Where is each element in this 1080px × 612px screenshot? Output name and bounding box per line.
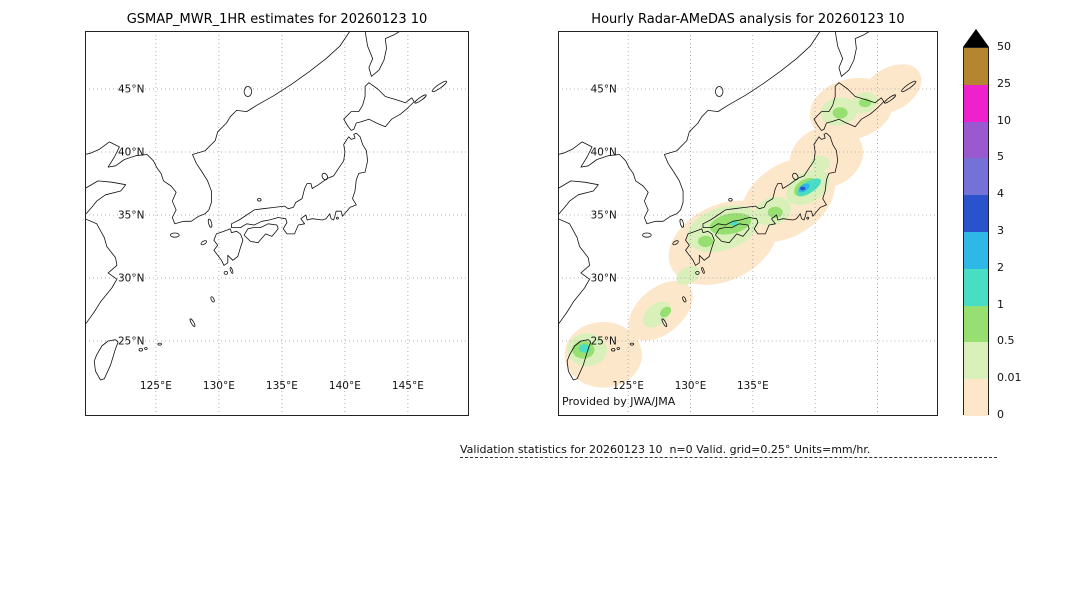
colorbar-tick-label: 0.5 <box>997 334 1015 348</box>
gsmap-estimate-map: 45°N 40°N 35°N 30°N 25°N 125°E 130°E 135°E 140°E… <box>85 31 469 416</box>
footer-dashed-line <box>460 457 997 458</box>
colorbar-segment <box>964 195 988 232</box>
lon-tick-label: 145°E <box>392 380 424 392</box>
colorbar-tick-label: 10 <box>997 113 1011 127</box>
right-map-title: Hourly Radar-AMeDAS analysis for 2026012… <box>591 12 905 27</box>
precip-region <box>709 212 752 235</box>
map-frame <box>558 31 938 416</box>
lat-tick-label: 35°N <box>118 210 144 222</box>
colorbar-tick-label: 0 <box>997 408 1004 421</box>
lat-tick-label: 30°N <box>118 273 144 285</box>
colorbar-segment <box>964 48 988 85</box>
attribution-label: Provided by JWA/JMA <box>562 395 676 408</box>
precip-region <box>676 265 700 285</box>
lat-tick-label: 25°N <box>118 336 144 348</box>
lon-tick-label: 130°E <box>675 380 707 392</box>
lat-tick-label: 45°N <box>118 84 144 96</box>
colorbar-segment <box>964 158 988 196</box>
precipitation-layer <box>564 64 922 388</box>
colorbar-tick-labels: 50 25 10 5 4 3 2 1 0.5 0.01 0 <box>997 40 1041 421</box>
coastlines <box>85 31 448 381</box>
lon-tick-label: 135°E <box>266 380 298 392</box>
precip-region <box>810 155 831 171</box>
colorbar-segment <box>964 84 988 122</box>
lon-tick-label: 140°E <box>329 380 361 392</box>
colorbar-segment <box>964 268 988 306</box>
colorbar-tick-label: 50 <box>997 40 1011 53</box>
colorbar-segment <box>964 342 988 380</box>
colorbar-tick-label: 25 <box>997 76 1011 90</box>
colorbar-segment <box>964 231 988 269</box>
precip-region <box>698 235 714 248</box>
colorbar-segment <box>964 379 988 416</box>
colorbar: 50 25 10 5 4 3 2 1 0.5 0.01 0 <box>963 29 1043 421</box>
lon-tick-label: 135°E <box>737 380 769 392</box>
precip-region <box>799 186 806 191</box>
map-frame <box>85 31 469 416</box>
colorbar-segment <box>964 305 988 343</box>
lon-tick-label: 125°E <box>612 380 644 392</box>
lon-tick-label: 125°E <box>140 380 172 392</box>
lon-tick-label: 130°E <box>203 380 235 392</box>
colorbar-overflow-triangle <box>963 29 989 47</box>
colorbar-tick-label: 4 <box>997 187 1004 201</box>
lat-tick-label: 45°N <box>591 83 617 95</box>
colorbar-tick-label: 3 <box>997 224 1004 237</box>
lat-tick-label: 35°N <box>591 209 617 221</box>
lat-tick-label: 25°N <box>591 335 617 347</box>
precip-region <box>660 306 672 318</box>
tick-labels: 45°N 40°N 35°N 30°N 25°N 125°E 130°E 135°E <box>591 83 769 392</box>
colorbar-tick-label: 2 <box>997 260 1004 274</box>
lat-tick-label: 30°N <box>591 272 617 284</box>
tick-labels: 45°N 40°N 35°N 30°N 25°N 125°E 130°E 135°E 140°E… <box>118 84 424 393</box>
colorbar-segment <box>964 121 988 159</box>
lat-tick-label: 40°N <box>118 147 144 159</box>
left-map-title: GSMAP_MWR_1HR estimates for 20260123 10 <box>126 12 428 27</box>
colorbar-tick-label: 0.01 <box>997 371 1022 385</box>
radar-amedas-map: 45°N 40°N 35°N 30°N 25°N 125°E 130°E 135°E <box>558 31 938 416</box>
lat-tick-label: 40°N <box>591 146 617 158</box>
gridlines <box>85 31 469 416</box>
colorbar-scale <box>963 47 989 416</box>
colorbar-tick-label: 5 <box>997 150 1004 164</box>
validation-stats-text: Validation statistics for 20260123 10 n=… <box>460 443 871 456</box>
coastlines <box>558 31 917 381</box>
precip-region <box>832 107 848 119</box>
colorbar-tick-label: 1 <box>997 297 1004 311</box>
precip-region <box>767 206 783 219</box>
